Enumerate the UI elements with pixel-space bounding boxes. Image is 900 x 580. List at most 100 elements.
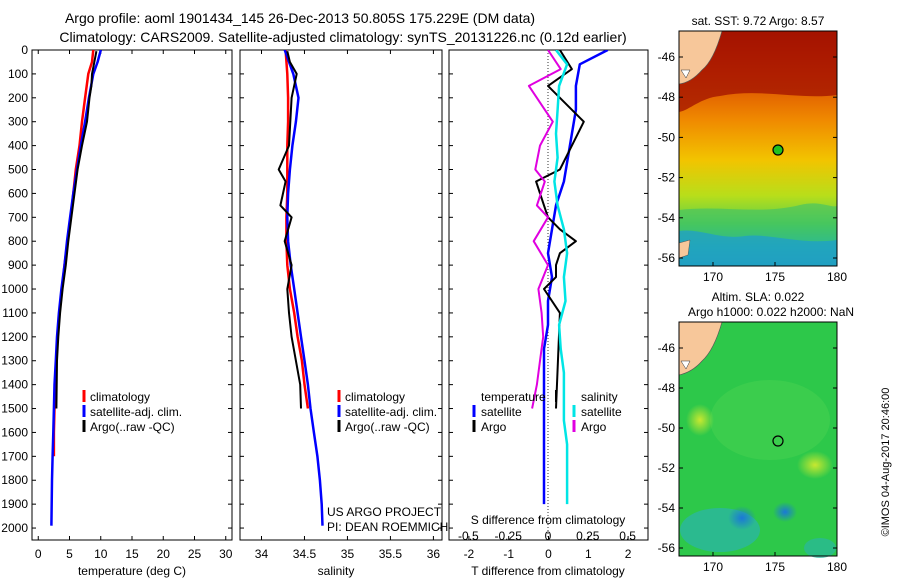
- sla-map-title-2: Argo h1000: 0.022 h2000: NaN: [688, 305, 854, 319]
- depth-tick-label: 1600: [1, 425, 28, 439]
- salinity-legend: climatology satellite-adj. clim. Argo(..…: [337, 390, 437, 434]
- depth-tick-label: 1500: [1, 402, 28, 416]
- x-tick-label: 0: [545, 547, 552, 561]
- temperature-x-label: temperature (deg C): [78, 564, 186, 578]
- x-tick-label: 5: [66, 547, 73, 561]
- map-x-tick-label: 180: [827, 270, 847, 284]
- salinity-profiles: [277, 50, 324, 526]
- depth-tick-label: 1400: [1, 378, 28, 392]
- temperature-profiles: [50, 50, 103, 526]
- series-line-argo-raw-qc: [277, 50, 302, 409]
- title-line-1: Argo profile: aoml 1901434_145 26-Dec-20…: [65, 10, 535, 26]
- x-tick-label: -2: [464, 547, 475, 561]
- map-y-tick-label: -54: [658, 501, 676, 515]
- depth-tick-label: 600: [8, 186, 28, 200]
- legend-t-satellite: satellite: [481, 405, 522, 419]
- legend-temperature-title: temperature: [481, 390, 546, 404]
- sst-map-ticks: -46 -48 -50 -52 -54 -56 170 175 180: [658, 50, 848, 284]
- legend-s-argo: Argo: [581, 420, 607, 434]
- depth-tick-label: 2000: [1, 521, 28, 535]
- depth-tick-label: 900: [8, 258, 28, 272]
- t-difference-label: T difference from climatology: [471, 564, 625, 578]
- salinity-panel: 34 34.5 35 35.5 36 salinity climatology sate…: [239, 49, 448, 578]
- x-tick-label: 25: [188, 547, 202, 561]
- depth-tick-label: 400: [8, 139, 28, 153]
- x-tick-label: 10: [94, 547, 108, 561]
- x-tick-label: 35.5: [379, 547, 403, 561]
- s-tick-label: 0.5: [619, 529, 636, 543]
- sst-map-frame: [678, 30, 838, 267]
- depth-tick-labels: 0 100 200 300 400 500 600 700 800 900 1000 1100 1200…: [1, 43, 28, 535]
- depth-tick-label: 200: [8, 91, 28, 105]
- s-tick-label: 0: [545, 529, 552, 543]
- depth-tick-label: 300: [8, 115, 28, 129]
- x-tick-label: 15: [125, 547, 139, 561]
- difference-legend: temperature satellite Argo salinity sate…: [472, 390, 622, 434]
- series-line-argo-raw-qc: [55, 51, 98, 409]
- series-line-satellite-adj-clim: [283, 50, 324, 526]
- sst-warm-band: [679, 31, 837, 112]
- map-y-tick-label: -48: [658, 381, 676, 395]
- temperature-panel: 0 5 10 15 20 25 30 temperature (deg C) climato…: [31, 49, 233, 578]
- s-tick-label: 0.25: [576, 529, 600, 543]
- depth-tick-label: 0: [21, 43, 28, 57]
- sst-cold-band: [679, 230, 837, 266]
- legend-argo: Argo(..raw -QC): [90, 420, 175, 434]
- map-x-tick-label: 180: [827, 560, 847, 574]
- float-location-marker: [772, 144, 784, 156]
- s-tick-label: -0.5: [458, 529, 479, 543]
- series-line-climatology: [284, 50, 310, 409]
- salinity-x-ticks: 34 34.5 35 35.5 36: [240, 49, 442, 561]
- map-x-tick-label: 170: [703, 560, 723, 574]
- float-location-marker: [772, 435, 784, 447]
- series-line-salinity-argo: [527, 50, 562, 409]
- sla-map-title-1: Altim. SLA: 0.022: [712, 290, 805, 304]
- sla-map: Altim. SLA: 0.022 Argo h1000: 0.022 h200…: [658, 290, 854, 574]
- s-tick-label: -0.25: [495, 529, 523, 543]
- sla-low-core: [728, 506, 756, 530]
- map-y-tick-label: -46: [658, 50, 676, 64]
- legend-argo: Argo(..raw -QC): [345, 420, 430, 434]
- x-tick-label: 30: [219, 547, 233, 561]
- legend-salinity-title: salinity: [581, 390, 618, 404]
- x-tick-label: 20: [157, 547, 171, 561]
- legend-s-satellite: satellite: [581, 405, 622, 419]
- map-y-tick-label: -48: [658, 90, 676, 104]
- sla-map-frame: [678, 321, 838, 557]
- legend-t-argo: Argo: [481, 420, 507, 434]
- sst-map: sat. SST: 9.72 Argo: 8.57 -46 -48 -50 -52 -5…: [658, 14, 848, 284]
- series-line-satellite: [542, 50, 609, 505]
- legend-climatology: climatology: [345, 390, 405, 404]
- depth-tick-label: 100: [8, 67, 28, 81]
- map-y-tick-label: -54: [658, 211, 676, 225]
- map-y-tick-label: -56: [658, 251, 676, 265]
- x-tick-label: 34.5: [293, 547, 317, 561]
- series-line-satellite-adj-clim: [50, 50, 103, 526]
- map-y-tick-label: -52: [658, 461, 676, 475]
- salinity-x-label: salinity: [318, 564, 355, 578]
- sla-map-ticks: -46 -48 -50 -52 -54 -56 170 175 180: [658, 341, 848, 574]
- depth-tick-label: 1200: [1, 330, 28, 344]
- x-tick-label: 36: [427, 547, 441, 561]
- map-y-tick-label: -52: [658, 171, 676, 185]
- sla-patch: [710, 380, 830, 460]
- x-tick-label: 2: [625, 547, 632, 561]
- sla-low-patch-2: [804, 538, 836, 558]
- credit-text: ©IMOS 04-Aug-2017 20:46:00: [880, 388, 892, 537]
- map-x-tick-label: 175: [765, 560, 785, 574]
- sst-map-title: sat. SST: 9.72 Argo: 8.57: [692, 14, 825, 28]
- salinity-axes-frame: [239, 49, 443, 541]
- map-y-tick-label: -46: [658, 341, 676, 355]
- project-name: US ARGO PROJECT: [327, 505, 442, 519]
- difference-x-ticks: -2 -1 0 1 2 -0.5 -0.25 0 0.25 0.5: [449, 49, 648, 561]
- depth-tick-label: 500: [8, 163, 28, 177]
- depth-tick-label: 700: [8, 210, 28, 224]
- map-x-tick-label: 170: [703, 270, 723, 284]
- depth-tick-label: 1300: [1, 354, 28, 368]
- principal-investigator: PI: DEAN ROEMMICH: [327, 520, 448, 534]
- x-tick-label: 35: [341, 547, 355, 561]
- x-tick-label: 34: [255, 547, 269, 561]
- legend-satellite: satellite-adj. clim.: [90, 405, 182, 419]
- depth-tick-label: 1000: [1, 282, 28, 296]
- difference-profiles: [527, 50, 609, 505]
